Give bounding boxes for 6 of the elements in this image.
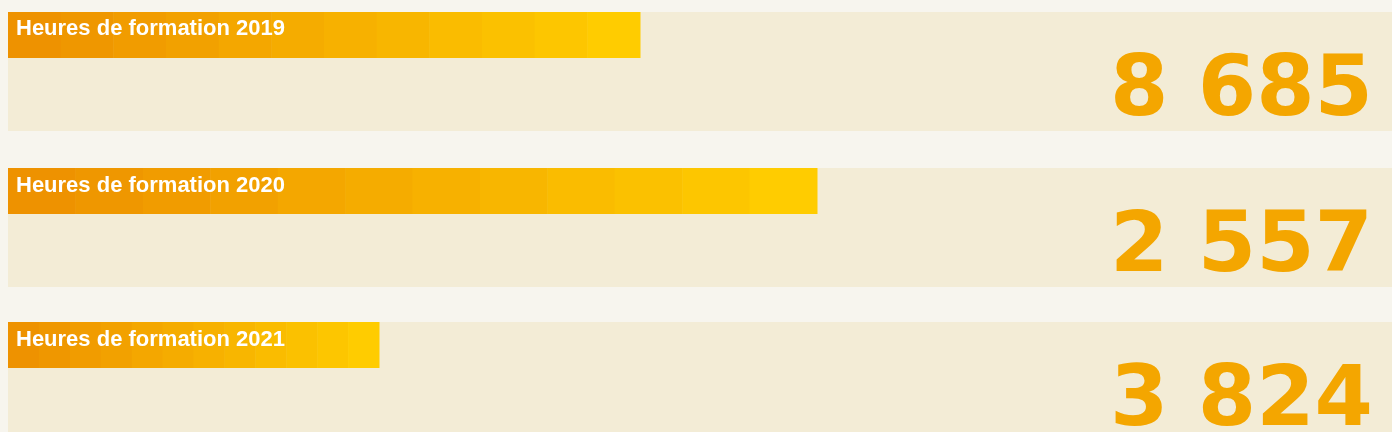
category-label: Heures de formation 2021	[16, 326, 285, 351]
category-label: Heures de formation 2019	[16, 15, 285, 40]
category-label: Heures de formation 2020	[16, 172, 285, 197]
data-label: 2 557	[1110, 193, 1374, 291]
data-label: 8 685	[1110, 37, 1374, 135]
data-label: 3 824	[1110, 347, 1374, 432]
